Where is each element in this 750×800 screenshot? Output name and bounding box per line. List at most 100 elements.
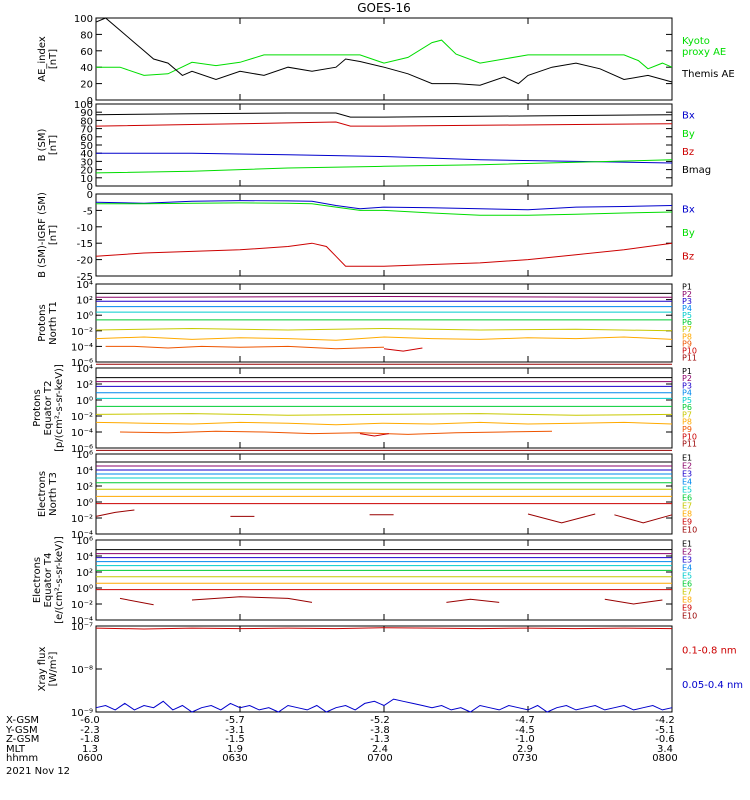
legend-pe-2: P3: [682, 381, 692, 390]
legend-pn-2: P3: [682, 297, 692, 306]
legend-en-3: E4: [682, 477, 692, 486]
ytick-label-en-2: 10⁰: [76, 498, 93, 509]
ytick-label-bigrf-0: -25: [77, 272, 93, 283]
footer-value: -3.8: [370, 724, 390, 736]
footer-row-label: X-GSM: [6, 715, 40, 726]
series-en-13: [614, 514, 673, 524]
series-bigrf-2: [95, 242, 673, 267]
footer-value: -1.5: [225, 734, 245, 746]
ytick-label-pe-5: 10⁴: [76, 364, 93, 375]
series-pn-6: [95, 327, 673, 332]
legend-ee-2: E3: [682, 555, 692, 564]
legend-ee-3: E4: [682, 563, 692, 572]
ytick-label-pn-0: 10⁻⁶: [71, 358, 93, 369]
footer-value: 0730: [512, 753, 538, 765]
legend-ee-4: E5: [682, 571, 692, 580]
ytick-label-bigrf-1: -20: [77, 256, 93, 267]
legend-bigrf-2: Bz: [682, 252, 694, 263]
legend-en-7: E8: [682, 509, 692, 518]
series-bsm-1: [95, 159, 673, 174]
ytick-label-xray-2: 10⁻⁷: [71, 622, 93, 633]
ytick-label-pn-5: 10⁴: [76, 280, 93, 291]
ytick-label-ae-0: 0: [87, 96, 93, 107]
footer-value: 1.3: [82, 743, 98, 755]
series-pn-1: [95, 295, 673, 298]
ytick-label-bsm-6: 60: [80, 133, 93, 144]
legend-pn-8: P9: [682, 339, 692, 348]
series-xray-0: [95, 627, 673, 630]
panel-frame-pe: [95, 367, 673, 449]
legend-en-0: E1: [682, 453, 692, 462]
legend-ae-0: Kyoto proxy AE: [682, 36, 726, 58]
ytick-label-bsm-9: 90: [80, 108, 93, 119]
series-bigrf-0: [95, 200, 673, 211]
ytick-label-en-4: 10⁴: [76, 466, 93, 477]
legend-pe-8: P9: [682, 425, 692, 434]
series-xray-1: [95, 698, 673, 713]
legend-en-2: E3: [682, 469, 692, 478]
legend-pe-7: P8: [682, 418, 692, 427]
legend-bsm-0: Bx: [682, 111, 695, 122]
ytick-label-bsm-3: 30: [80, 157, 93, 168]
legend-ee-0: E1: [682, 539, 692, 548]
legend-xray-0: 0.1-0.8 nm: [682, 646, 737, 657]
legend-en-1: E2: [682, 461, 692, 470]
series-ee-11: [446, 598, 500, 603]
series-bsm-0: [96, 152, 673, 164]
series-bsm-3: [95, 112, 673, 118]
plot-title: GOES-16: [357, 1, 411, 15]
series-pe-7: [95, 421, 673, 426]
footer-value: 0600: [77, 753, 103, 765]
series-pn-7: [95, 336, 673, 341]
footer-value: 0630: [222, 753, 248, 765]
ytick-label-ee-3: 10²: [76, 568, 93, 579]
footer-value: -4.5: [515, 724, 535, 736]
ytick-label-bsm-10: 100: [74, 100, 93, 111]
ytick-label-xray-1: 10⁻⁸: [71, 665, 93, 676]
legend-ee-9: E10: [682, 611, 697, 620]
legend-pn-4: P5: [682, 311, 692, 320]
ytick-label-bsm-7: 70: [80, 125, 93, 136]
series-en-9: [95, 509, 135, 517]
footer-row-label: MLT: [6, 743, 25, 755]
series-pe-9: [359, 433, 389, 437]
ytick-label-en-0: 10⁻⁴: [71, 530, 93, 541]
footer-value: 1.9: [227, 743, 243, 755]
legend-pn-10: P11: [682, 354, 697, 363]
series-ee-10: [191, 596, 313, 603]
series-ee-12: [604, 598, 663, 605]
legend-pn-6: P7: [682, 325, 692, 334]
ytick-label-ae-3: 60: [80, 47, 93, 58]
ytick-label-pn-4: 10²: [76, 296, 93, 307]
footer-row-label: Y-GSM: [6, 724, 38, 736]
legend-pe-3: P4: [682, 389, 692, 398]
legend-bsm-1: By: [682, 129, 695, 140]
ylabel-ae: AE_index[nT]: [37, 36, 59, 82]
ytick-label-pn-2: 10⁻²: [71, 327, 93, 338]
legend-en-5: E6: [682, 493, 692, 502]
ylabel-pn: ProtonsNorth T1: [37, 301, 59, 345]
panel-frame-xray: [95, 625, 673, 713]
series-ee-9: [119, 597, 154, 606]
footer-value: -5.2: [370, 715, 390, 726]
legend-pn-1: P2: [682, 290, 692, 299]
panel-frame-pn: [95, 283, 673, 363]
ylabel-xray: Xray flux[W/m²]: [37, 647, 59, 692]
ytick-label-pn-1: 10⁻⁴: [71, 342, 93, 353]
series-pn-8: [105, 345, 385, 350]
footer-value: -5.1: [655, 724, 675, 736]
legend-pn-7: P8: [682, 332, 692, 341]
ytick-label-ee-4: 10⁴: [76, 552, 93, 563]
footer-row-y-gsm: Y-GSM -2.3 -3.1 -3.8 -4.5 -5.1: [6, 724, 746, 736]
legend-pe-1: P2: [682, 374, 692, 383]
legend-pn-5: P6: [682, 318, 692, 327]
ytick-label-bsm-8: 80: [80, 116, 93, 127]
ytick-label-bsm-0: 0: [87, 182, 93, 193]
legend-pe-5: P6: [682, 403, 692, 412]
ylabel-ee: ElectronsEquator T4[e/(cm²-s-sr-keV)]: [32, 536, 65, 624]
legend-ee-8: E9: [682, 603, 692, 612]
ytick-label-ae-4: 80: [80, 30, 93, 41]
ytick-label-ee-1: 10⁻²: [71, 600, 93, 611]
ytick-label-bigrf-5: 0: [87, 190, 93, 201]
